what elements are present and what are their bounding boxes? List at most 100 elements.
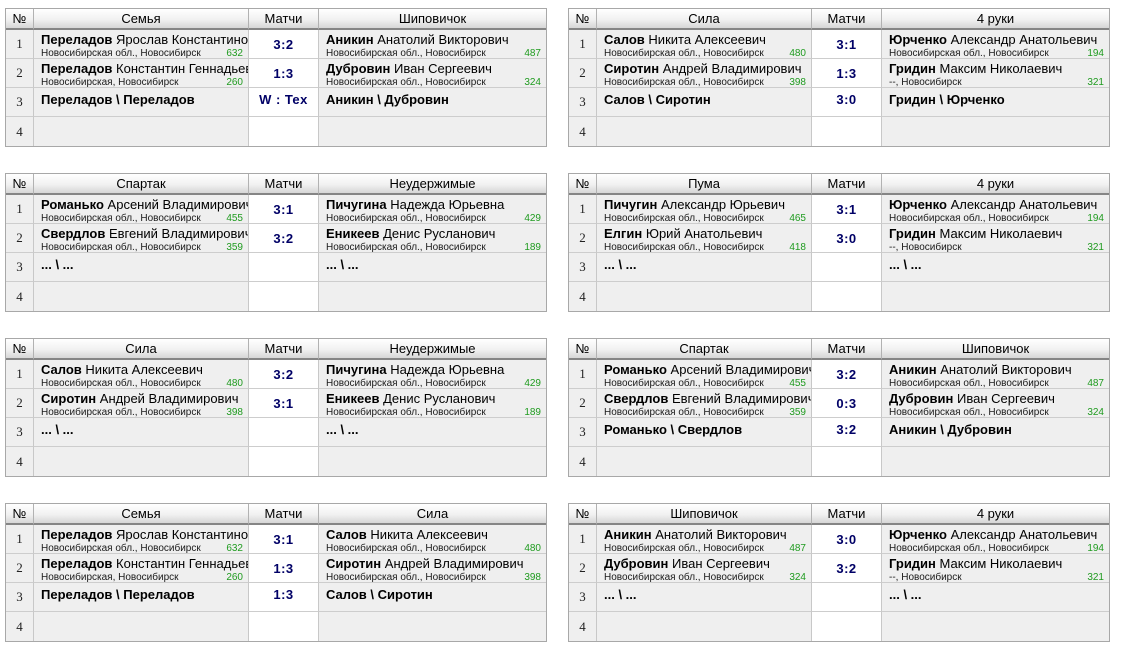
player-meta: Новосибирская обл., Новосибирск 480 — [326, 543, 546, 554]
player-cell: Еникеев Денис Русланович Новосибирская об… — [319, 224, 546, 253]
row-number: 3 — [569, 88, 597, 117]
row-number: 4 — [6, 117, 34, 146]
match-score: 3:1 — [249, 389, 319, 418]
team-right-header: Шиповичок — [319, 9, 546, 30]
player-rating-badge: 465 — [789, 213, 806, 224]
player-name: Свердлов Евгений Владимирович — [604, 391, 811, 406]
player-surname: Аникин — [604, 527, 652, 542]
player-region: Новосибирская обл., Новосибирск — [604, 543, 764, 554]
player-rating-badge: 189 — [524, 407, 541, 418]
player-cell: Свердлов Евгений Владимирович Новосибирск… — [597, 389, 812, 418]
match-score: 3:0 — [812, 88, 882, 117]
match-score: W : Tex — [249, 88, 319, 117]
player-given-name: Никита Алексеевич — [370, 527, 488, 542]
player-given-name: Иван Сергеевич — [672, 556, 770, 571]
player-given-name: Арсений Владимирович — [107, 197, 249, 212]
player-meta: Новосибирская обл., Новосибирск 194 — [889, 543, 1109, 553]
player-rating-badge: 324 — [1087, 407, 1104, 418]
player-name: Пичугина Надежда Юрьевна — [326, 197, 546, 212]
player-cell: ... \ ... — [34, 253, 249, 282]
player-region: Новосибирская обл., Новосибирск — [604, 242, 764, 253]
player-rating-badge: 632 — [226, 48, 243, 59]
match-score: 3:1 — [249, 525, 319, 554]
team-left-header: Спартак — [597, 339, 812, 360]
player-given-name: Арсений Владимирович — [670, 362, 812, 377]
player-given-name: Максим Николаевич — [939, 226, 1063, 241]
team-right-header: 4 руки — [882, 9, 1109, 30]
match-score: 3:0 — [812, 525, 882, 554]
row-number: 2 — [569, 59, 597, 88]
player-meta: Новосибирская обл., Новосибирск 398 — [604, 77, 811, 87]
player-name: Юрченко Александр Анатольевич — [889, 527, 1109, 542]
match-table: № Пума Матчи 4 руки 1 Пичугин Александр Юрьев… — [568, 173, 1110, 312]
player-cell: Переладов Константин ГеннадьевичНовосиби… — [34, 59, 249, 88]
player-name: Дубровин Иван Сергеевич — [889, 391, 1109, 406]
match-score: 3:2 — [812, 418, 882, 447]
player-meta: Новосибирская обл., Новосибирск 480 — [604, 48, 811, 58]
player-cell: Салов Никита Алексеевич Новосибирская обл… — [34, 360, 249, 389]
number-column-header: № — [569, 174, 597, 195]
player-given-name: Никита Алексеевич — [85, 362, 203, 377]
player-cell: Свердлов Евгений Владимирович Новосибирск… — [34, 224, 249, 253]
player-surname: Свердлов — [604, 391, 669, 406]
player-rating-badge: 480 — [524, 543, 541, 554]
player-surname: Дубровин — [326, 61, 391, 76]
player-meta: Новосибирская обл., Новосибирск 480 — [41, 378, 248, 388]
row-number: 2 — [569, 554, 597, 583]
doubles-pair: Аникин \ Дубровин — [326, 92, 449, 107]
row-number: 1 — [6, 525, 34, 554]
player-rating-badge: 260 — [226, 572, 243, 583]
match-score: 1:3 — [249, 554, 319, 583]
player-rating-badge: 455 — [226, 213, 243, 224]
player-meta: --, Новосибирск 321 — [889, 77, 1109, 87]
player-cell: Еникеев Денис Русланович Новосибирская об… — [319, 389, 546, 418]
player-meta: Новосибирская обл., Новосибирск 455 — [604, 378, 811, 388]
match-table: № Шиповичок Матчи 4 руки 1 Аникин Анатолий Ви… — [568, 503, 1110, 642]
player-cell: Пичугина Надежда Юрьевна Новосибирская об… — [319, 360, 546, 389]
player-surname: Пичугина — [326, 362, 387, 377]
player-cell: Переладов Константин ГеннадьевичНовосиби… — [34, 554, 249, 583]
player-region: Новосибирская обл., Новосибирск — [326, 77, 486, 88]
player-given-name: Никита Алексеевич — [648, 32, 766, 47]
player-given-name: Надежда Юрьевна — [390, 362, 505, 377]
player-cell: Дубровин Иван Сергеевич Новосибирская обл… — [319, 59, 546, 88]
player-surname: Гридин — [889, 61, 936, 76]
row-number: 3 — [6, 88, 34, 117]
player-surname: Сиротин — [604, 61, 660, 76]
player-region: Новосибирская, Новосибирск — [41, 77, 179, 88]
team-left-header: Пума — [597, 174, 812, 195]
row-number: 4 — [569, 117, 597, 146]
player-surname: Еникеев — [326, 391, 380, 406]
player-cell: Сиротин Андрей Владимирович Новосибирская… — [597, 59, 812, 88]
player-rating-badge: 321 — [1087, 572, 1104, 583]
player-cell — [597, 282, 812, 311]
player-meta: Новосибирская обл., Новосибирск 359 — [41, 242, 248, 253]
team-left-header: Шиповичок — [597, 504, 812, 525]
player-rating-badge: 359 — [789, 407, 806, 418]
player-region: Новосибирская, Новосибирск — [41, 572, 179, 583]
team-left-header: Спартак — [34, 174, 249, 195]
player-region: Новосибирская обл., Новосибирск — [41, 48, 201, 59]
match-score — [249, 253, 319, 282]
player-cell: Переладов \ Переладов — [34, 583, 249, 612]
player-region: --, Новосибирск — [889, 242, 962, 253]
player-cell: Гридин \ Юрченко — [882, 88, 1109, 117]
match-score: 3:0 — [812, 224, 882, 253]
player-given-name: Ярослав Константинович — [116, 527, 249, 542]
player-given-name: Константин Геннадьевич — [116, 556, 248, 571]
player-cell: ... \ ... — [597, 253, 812, 282]
player-given-name: Александр Анатольевич — [950, 527, 1098, 542]
match-score: 1:3 — [812, 59, 882, 88]
player-given-name: Александр Анатольевич — [950, 32, 1098, 47]
player-surname: Гридин — [889, 556, 936, 571]
player-cell: Сиротин Андрей Владимирович Новосибирская… — [34, 389, 249, 418]
match-score — [812, 447, 882, 476]
player-rating-badge: 260 — [226, 77, 243, 88]
player-surname: Юрченко — [889, 32, 947, 47]
player-rating-badge: 359 — [226, 242, 243, 253]
player-surname: Юрченко — [889, 527, 947, 542]
player-region: --, Новосибирск — [889, 572, 962, 583]
doubles-pair: Романько \ Свердлов — [604, 422, 743, 437]
player-surname: Еникеев — [326, 226, 380, 241]
doubles-pair: ... \ ... — [41, 257, 74, 272]
